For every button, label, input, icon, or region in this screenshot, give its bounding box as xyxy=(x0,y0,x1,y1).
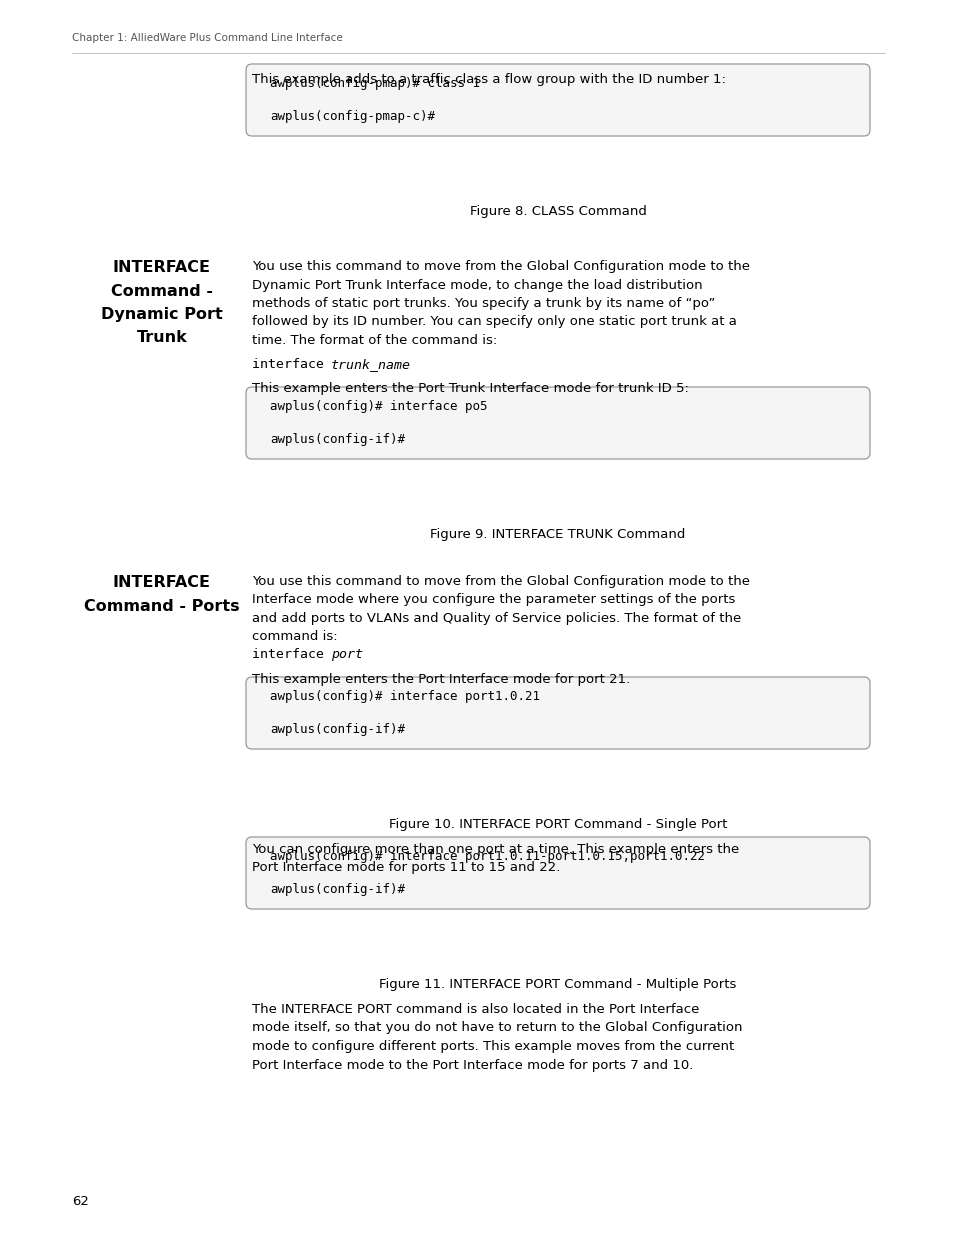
Text: Interface mode where you configure the parameter settings of the ports: Interface mode where you configure the p… xyxy=(252,594,735,606)
Text: awplus(config)# interface port1.0.21: awplus(config)# interface port1.0.21 xyxy=(270,689,539,703)
Text: Chapter 1: AlliedWare Plus Command Line Interface: Chapter 1: AlliedWare Plus Command Line … xyxy=(71,33,342,43)
Text: Command - Ports: Command - Ports xyxy=(84,599,239,614)
Text: awplus(config-if)#: awplus(config-if)# xyxy=(270,724,405,736)
FancyBboxPatch shape xyxy=(246,837,869,909)
Text: port: port xyxy=(331,648,363,661)
Text: awplus(config)# interface port1.0.11-port1.0.15,port1.0.22: awplus(config)# interface port1.0.11-por… xyxy=(270,850,704,863)
Text: Figure 8. CLASS Command: Figure 8. CLASS Command xyxy=(469,205,646,219)
Text: command is:: command is: xyxy=(252,631,337,643)
Text: time. The format of the command is:: time. The format of the command is: xyxy=(252,333,497,347)
Text: You use this command to move from the Global Configuration mode to the: You use this command to move from the Gl… xyxy=(252,261,749,273)
Text: awplus(config)# interface po5: awplus(config)# interface po5 xyxy=(270,400,487,412)
Text: Dynamic Port: Dynamic Port xyxy=(101,308,223,322)
Text: interface: interface xyxy=(252,648,332,661)
Text: mode to configure different ports. This example moves from the current: mode to configure different ports. This … xyxy=(252,1040,734,1053)
Text: mode itself, so that you do not have to return to the Global Configuration: mode itself, so that you do not have to … xyxy=(252,1021,741,1035)
FancyBboxPatch shape xyxy=(246,677,869,748)
Text: followed by its ID number. You can specify only one static port trunk at a: followed by its ID number. You can speci… xyxy=(252,315,736,329)
Text: This example adds to a traffic class a flow group with the ID number 1:: This example adds to a traffic class a f… xyxy=(252,73,725,86)
Text: awplus(config-pmap)# class 1: awplus(config-pmap)# class 1 xyxy=(270,77,479,90)
Text: Figure 10. INTERFACE PORT Command - Single Port: Figure 10. INTERFACE PORT Command - Sing… xyxy=(389,818,726,831)
Text: awplus(config-if)#: awplus(config-if)# xyxy=(270,433,405,446)
Text: This example enters the Port Interface mode for port 21.: This example enters the Port Interface m… xyxy=(252,673,630,685)
Text: INTERFACE: INTERFACE xyxy=(112,576,211,590)
Text: Port Interface mode to the Port Interface mode for ports 7 and 10.: Port Interface mode to the Port Interfac… xyxy=(252,1058,693,1072)
Text: methods of static port trunks. You specify a trunk by its name of “po”: methods of static port trunks. You speci… xyxy=(252,296,715,310)
Text: Figure 11. INTERFACE PORT Command - Multiple Ports: Figure 11. INTERFACE PORT Command - Mult… xyxy=(379,978,736,990)
Text: Trunk: Trunk xyxy=(136,331,187,346)
Text: and add ports to VLANs and Quality of Service policies. The format of the: and add ports to VLANs and Quality of Se… xyxy=(252,613,740,625)
Text: interface: interface xyxy=(252,358,332,370)
Text: Port Interface mode for ports 11 to 15 and 22.: Port Interface mode for ports 11 to 15 a… xyxy=(252,862,559,874)
FancyBboxPatch shape xyxy=(246,64,869,136)
Text: The INTERFACE PORT command is also located in the Port Interface: The INTERFACE PORT command is also locat… xyxy=(252,1003,699,1016)
Text: Dynamic Port Trunk Interface mode, to change the load distribution: Dynamic Port Trunk Interface mode, to ch… xyxy=(252,279,702,291)
Text: This example enters the Port Trunk Interface mode for trunk ID 5:: This example enters the Port Trunk Inter… xyxy=(252,382,688,395)
Text: trunk_name: trunk_name xyxy=(331,358,411,370)
Text: awplus(config-pmap-c)#: awplus(config-pmap-c)# xyxy=(270,110,435,124)
Text: Command -: Command - xyxy=(111,284,213,299)
Text: INTERFACE: INTERFACE xyxy=(112,261,211,275)
FancyBboxPatch shape xyxy=(246,387,869,459)
Text: Figure 9. INTERFACE TRUNK Command: Figure 9. INTERFACE TRUNK Command xyxy=(430,529,685,541)
Text: You use this command to move from the Global Configuration mode to the: You use this command to move from the Gl… xyxy=(252,576,749,588)
Text: awplus(config-if)#: awplus(config-if)# xyxy=(270,883,405,897)
Text: You can configure more than one port at a time. This example enters the: You can configure more than one port at … xyxy=(252,844,739,856)
Text: 62: 62 xyxy=(71,1195,89,1208)
